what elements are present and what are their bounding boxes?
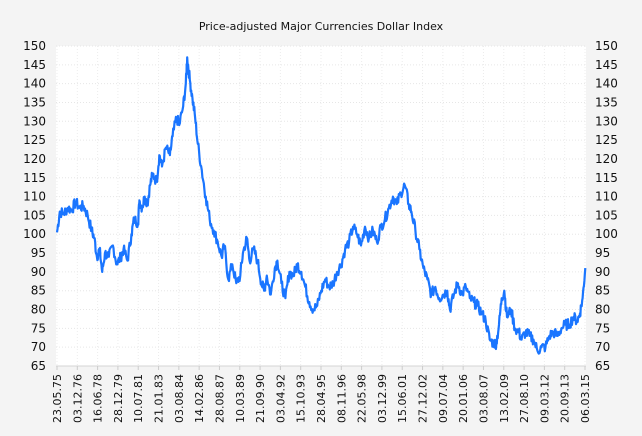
y-tick-label-right: 65	[595, 359, 610, 373]
x-tick-label: 20.09.13	[559, 374, 572, 423]
x-tick-label: 27.08.10	[518, 374, 531, 423]
y-tick-label-left: 75	[31, 321, 46, 335]
x-tick-label: 10.03.89	[234, 374, 247, 423]
y-tick-label-right: 150	[595, 39, 618, 53]
x-tick-label: 22.05.98	[356, 374, 369, 423]
series-line	[55, 56, 587, 355]
x-tick-label: 14.02.86	[193, 374, 206, 423]
y-tick-label-left: 125	[23, 133, 46, 147]
x-tick-label: 20.01.06	[457, 374, 470, 423]
y-tick-label-left: 110	[23, 190, 46, 204]
y-axis-right: 65 70 75 80 85 90 95 100 105 110 115 120 125 130 135 14…	[595, 39, 618, 373]
y-tick-label-right: 145	[595, 58, 618, 72]
x-tick-label: 16.06.78	[92, 374, 105, 423]
x-tick-label: 23.05.75	[51, 374, 64, 423]
y-tick-label-right: 85	[595, 284, 610, 298]
x-tick-label: 28.12.79	[112, 374, 125, 423]
y-tick-label-right: 100	[595, 227, 618, 241]
y-tick-label-right: 115	[595, 171, 618, 185]
y-tick-label-left: 80	[31, 303, 46, 317]
x-tick-label: 03.08.07	[477, 374, 490, 423]
y-tick-label-left: 120	[23, 152, 46, 166]
y-tick-label-right: 120	[595, 152, 618, 166]
x-tick-label: 03.04.92	[274, 374, 287, 423]
y-axis-left: 65 70 75 80 85 90 95 100 105 110 115 120 125 130 135 14…	[23, 39, 46, 373]
x-tick-label: 09.07.04	[437, 374, 450, 423]
y-tick-label-right: 130	[595, 114, 618, 128]
y-tick-label-left: 150	[23, 39, 46, 53]
y-tick-label-left: 65	[31, 359, 46, 373]
y-tick-label-left: 115	[23, 171, 46, 185]
y-tick-label-left: 145	[23, 58, 46, 72]
x-tick-label: 03.12.99	[376, 374, 389, 423]
y-tick-label-right: 70	[595, 340, 610, 354]
y-tick-label-left: 140	[23, 77, 46, 91]
y-tick-label-left: 85	[31, 284, 46, 298]
x-tick-label: 15.06.01	[396, 374, 409, 423]
y-tick-label-right: 75	[595, 321, 610, 335]
x-tick-label: 13.02.09	[498, 374, 511, 423]
y-tick-label-right: 90	[595, 265, 610, 279]
y-tick-label-left: 130	[23, 114, 46, 128]
y-tick-label-left: 135	[23, 95, 46, 109]
y-tick-label-left: 95	[31, 246, 46, 260]
x-tick-label: 28.04.95	[315, 374, 328, 423]
y-tick-label-right: 80	[595, 303, 610, 317]
y-tick-label-left: 90	[31, 265, 46, 279]
y-tick-label-right: 140	[595, 77, 618, 91]
y-tick-label-left: 105	[23, 208, 46, 222]
y-tick-label-right: 135	[595, 95, 618, 109]
x-tick-label: 08.11.96	[335, 374, 348, 423]
x-tick-label: 28.08.87	[213, 374, 226, 423]
x-tick-label: 21.01.83	[153, 374, 166, 423]
x-tick-label: 10.07.81	[132, 374, 145, 423]
x-tick-label: 21.09.90	[254, 374, 267, 423]
x-tick-label: 27.12.02	[417, 374, 430, 423]
x-tick-label: 15.10.93	[295, 374, 308, 423]
x-tick-label: 03.12.76	[71, 374, 84, 423]
y-tick-label-right: 110	[595, 190, 618, 204]
x-tick-label: 03.08.84	[173, 374, 186, 423]
y-tick-label-right: 95	[595, 246, 610, 260]
x-axis: 23.05.75 03.12.76 16.06.78 28.12.79 10.07.81…	[51, 366, 592, 423]
y-tick-label-left: 70	[31, 340, 46, 354]
chart-title: Price-adjusted Major Currencies Dollar I…	[199, 20, 444, 33]
y-tick-label-right: 105	[595, 208, 618, 222]
y-tick-label-right: 125	[595, 133, 618, 147]
x-tick-label: 09.03.12	[538, 374, 551, 423]
x-tick-label: 06.03.15	[579, 374, 592, 423]
y-tick-label-left: 100	[23, 227, 46, 241]
